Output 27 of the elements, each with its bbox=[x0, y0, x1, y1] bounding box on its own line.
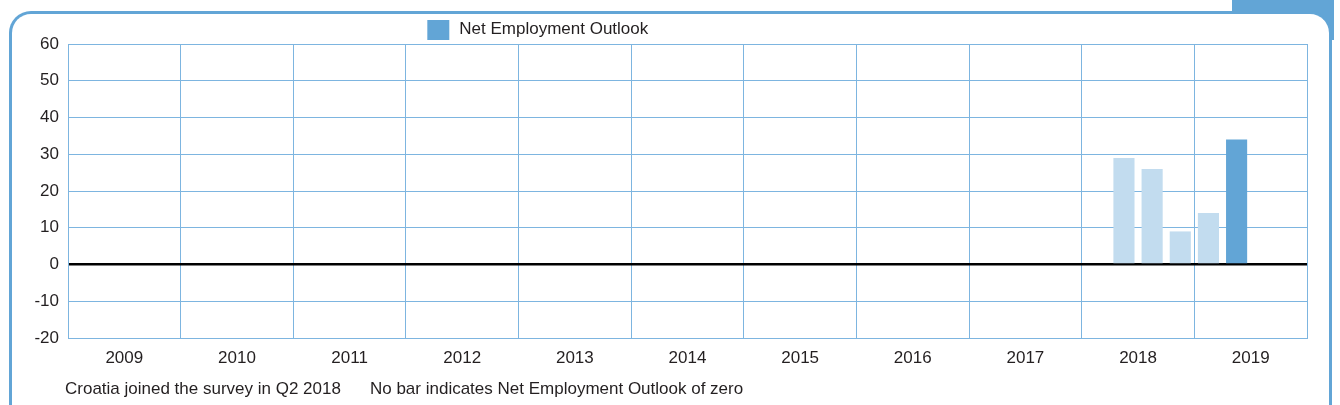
bar bbox=[1169, 231, 1191, 264]
x-tick-label: 2011 bbox=[331, 347, 368, 367]
y-tick-label: 10 bbox=[40, 217, 59, 237]
y-tick-label: 60 bbox=[40, 33, 59, 53]
y-tick-label: 30 bbox=[40, 143, 59, 163]
bar bbox=[1226, 139, 1248, 264]
x-tick-label: 2016 bbox=[893, 347, 932, 367]
y-tick-label: 0 bbox=[49, 254, 59, 274]
bar bbox=[1197, 213, 1219, 264]
x-tick-label: 2010 bbox=[218, 347, 256, 367]
y-tick-label: -20 bbox=[34, 327, 59, 347]
y-tick-label: 40 bbox=[40, 107, 59, 127]
text: No bar indicates Net Employment Outlook of zero bbox=[369, 379, 744, 399]
bar bbox=[1141, 168, 1163, 264]
text: Croatia joined the survey in Q2 2018 bbox=[65, 379, 341, 399]
x-tick-label: 2019 bbox=[1231, 347, 1270, 367]
y-tick-label: 20 bbox=[40, 180, 59, 200]
x-tick-label: 2015 bbox=[781, 347, 820, 367]
x-tick-label: 2012 bbox=[443, 347, 482, 367]
y-tick-label: -10 bbox=[34, 290, 59, 310]
x-tick-label: 2018 bbox=[1119, 347, 1157, 367]
y-tick-label: 50 bbox=[40, 70, 59, 90]
x-tick-label: 2013 bbox=[555, 347, 594, 367]
x-tick-label: 2017 bbox=[1006, 347, 1045, 367]
legend-label: Net Employment Outlook bbox=[459, 18, 649, 38]
x-tick-label: 2014 bbox=[668, 347, 707, 367]
x-tick-label: 2009 bbox=[105, 347, 144, 367]
